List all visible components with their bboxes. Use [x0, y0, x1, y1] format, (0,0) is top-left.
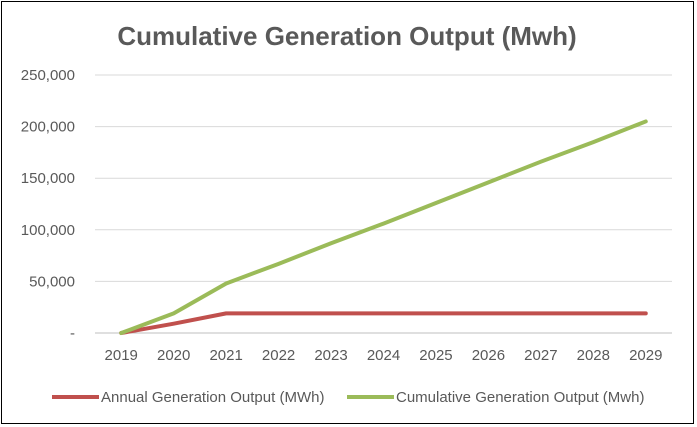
x-tick-label: 2027 [524, 347, 557, 364]
x-tick-label: 2024 [367, 347, 400, 364]
series-lines [119, 119, 648, 335]
y-tick-label: - [70, 325, 75, 342]
chart-title: Cumulative Generation Output (Mwh) [117, 21, 576, 51]
y-tick-label: 200,000 [21, 119, 75, 136]
x-tick-label: 2020 [157, 347, 190, 364]
x-tick-label: 2026 [472, 347, 505, 364]
y-tick-label: 50,000 [29, 273, 75, 290]
x-tick-label: 2019 [105, 347, 138, 364]
series-line-1 [119, 311, 648, 335]
legend-label-1: Annual Generation Output (MWh) [101, 389, 324, 406]
legend: Annual Generation Output (MWh) Cumulative… [52, 389, 644, 406]
x-tick-label: 2029 [629, 347, 662, 364]
y-tick-label: 250,000 [21, 67, 75, 84]
x-tick-label: 2022 [262, 347, 295, 364]
y-axis-ticks: - 50,000 100,000 150,000 200,000 250,000 [21, 67, 75, 342]
x-axis-ticks: 2019 2020 2021 2022 2023 2024 2025 2026 2027 2028… [105, 347, 663, 364]
y-tick-label: 150,000 [21, 170, 75, 187]
x-tick-label: 2021 [209, 347, 242, 364]
x-tick-label: 2028 [577, 347, 610, 364]
x-tick-label: 2025 [419, 347, 452, 364]
y-tick-label: 100,000 [21, 222, 75, 239]
x-tick-label: 2023 [314, 347, 347, 364]
series-line-2 [119, 119, 648, 335]
gridlines [95, 74, 672, 334]
legend-label-2: Cumulative Generation Output (Mwh) [396, 389, 644, 406]
